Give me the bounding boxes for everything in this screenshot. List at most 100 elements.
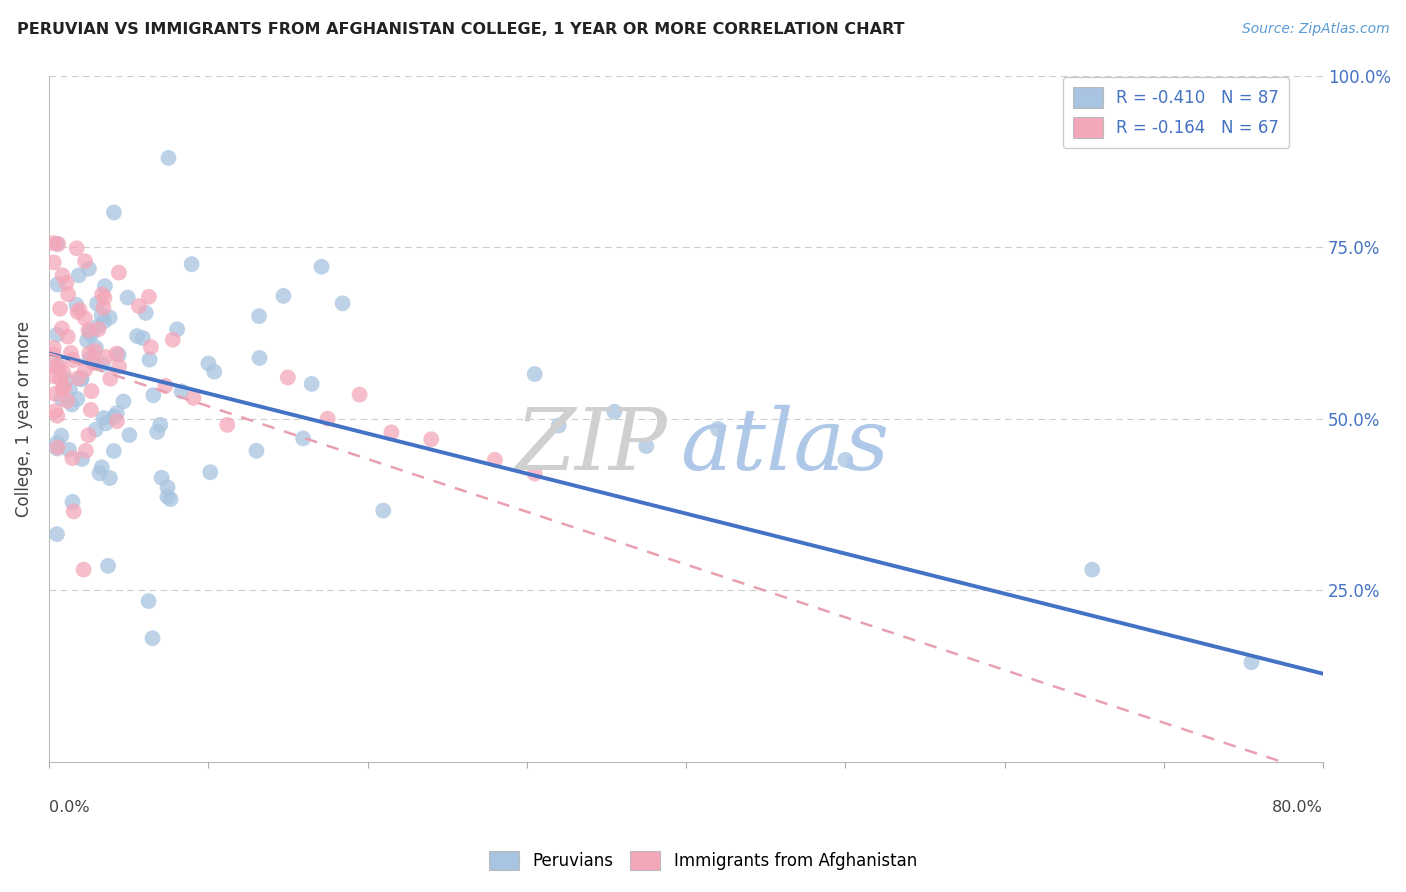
Point bbox=[159, 492, 181, 507]
Point bbox=[332, 296, 354, 310]
Point bbox=[484, 453, 506, 467]
Point bbox=[94, 350, 117, 364]
Point bbox=[311, 260, 333, 274]
Point bbox=[45, 358, 67, 372]
Point bbox=[523, 467, 546, 481]
Point bbox=[77, 346, 100, 360]
Point bbox=[53, 380, 76, 394]
Point bbox=[141, 632, 163, 646]
Point bbox=[59, 346, 82, 360]
Point bbox=[52, 366, 75, 380]
Point bbox=[59, 383, 82, 397]
Point bbox=[118, 428, 141, 442]
Point bbox=[93, 411, 115, 425]
Point bbox=[103, 444, 125, 458]
Point bbox=[75, 443, 97, 458]
Point bbox=[162, 333, 184, 347]
Point bbox=[60, 451, 83, 466]
Point bbox=[834, 453, 856, 467]
Point bbox=[1081, 563, 1104, 577]
Point bbox=[79, 326, 101, 340]
Point bbox=[277, 370, 299, 384]
Point bbox=[58, 442, 80, 457]
Point bbox=[62, 504, 84, 518]
Point bbox=[46, 409, 69, 423]
Point bbox=[132, 331, 155, 345]
Point bbox=[138, 352, 160, 367]
Point bbox=[51, 428, 73, 442]
Point bbox=[42, 369, 65, 384]
Point bbox=[48, 359, 70, 374]
Point bbox=[42, 236, 65, 251]
Point bbox=[67, 268, 90, 283]
Point bbox=[91, 358, 114, 372]
Point bbox=[138, 290, 160, 304]
Point bbox=[79, 351, 101, 366]
Point bbox=[44, 387, 66, 401]
Point bbox=[42, 348, 65, 362]
Text: ZIP: ZIP bbox=[515, 405, 666, 487]
Point bbox=[217, 417, 239, 432]
Point bbox=[45, 359, 67, 374]
Point bbox=[89, 467, 111, 481]
Point bbox=[98, 471, 121, 485]
Point bbox=[202, 365, 225, 379]
Point bbox=[49, 301, 72, 316]
Point bbox=[72, 563, 94, 577]
Point bbox=[56, 393, 79, 408]
Text: 0.0%: 0.0% bbox=[49, 799, 90, 814]
Point bbox=[247, 309, 270, 323]
Point bbox=[93, 291, 115, 305]
Legend: R = -0.410   N = 87, R = -0.164   N = 67: R = -0.410 N = 87, R = -0.164 N = 67 bbox=[1063, 77, 1289, 148]
Point bbox=[245, 443, 267, 458]
Point bbox=[316, 411, 339, 425]
Point bbox=[156, 480, 179, 494]
Point bbox=[93, 314, 115, 328]
Point bbox=[107, 348, 129, 362]
Text: PERUVIAN VS IMMIGRANTS FROM AFGHANISTAN COLLEGE, 1 YEAR OR MORE CORRELATION CHAR: PERUVIAN VS IMMIGRANTS FROM AFGHANISTAN … bbox=[17, 22, 904, 37]
Point bbox=[46, 277, 69, 292]
Point bbox=[77, 261, 100, 276]
Point bbox=[420, 432, 443, 446]
Point bbox=[105, 346, 128, 360]
Point bbox=[547, 418, 569, 433]
Point bbox=[157, 151, 180, 165]
Point bbox=[91, 287, 114, 301]
Point bbox=[52, 382, 75, 396]
Point bbox=[273, 289, 295, 303]
Point bbox=[77, 323, 100, 337]
Point bbox=[90, 308, 112, 322]
Point bbox=[87, 322, 110, 336]
Point bbox=[84, 423, 107, 437]
Point bbox=[197, 356, 219, 370]
Point bbox=[94, 417, 117, 431]
Point bbox=[65, 298, 87, 312]
Point bbox=[86, 319, 108, 334]
Point bbox=[62, 353, 84, 368]
Point bbox=[84, 341, 107, 355]
Point bbox=[380, 425, 402, 440]
Point bbox=[183, 391, 205, 405]
Point bbox=[103, 205, 125, 219]
Point bbox=[69, 302, 91, 317]
Point bbox=[45, 436, 67, 450]
Point bbox=[80, 328, 103, 343]
Point bbox=[56, 287, 79, 301]
Text: atlas: atlas bbox=[679, 405, 889, 487]
Point bbox=[45, 527, 67, 541]
Point bbox=[523, 367, 546, 381]
Point bbox=[66, 241, 89, 255]
Point bbox=[94, 279, 117, 293]
Point bbox=[66, 392, 89, 406]
Point bbox=[142, 388, 165, 402]
Point bbox=[60, 398, 83, 412]
Point bbox=[51, 321, 73, 335]
Point bbox=[166, 322, 188, 336]
Point bbox=[55, 276, 77, 290]
Point bbox=[90, 460, 112, 475]
Point bbox=[51, 392, 73, 406]
Point bbox=[70, 372, 93, 386]
Point bbox=[67, 371, 90, 385]
Point bbox=[70, 371, 93, 385]
Point bbox=[73, 254, 96, 268]
